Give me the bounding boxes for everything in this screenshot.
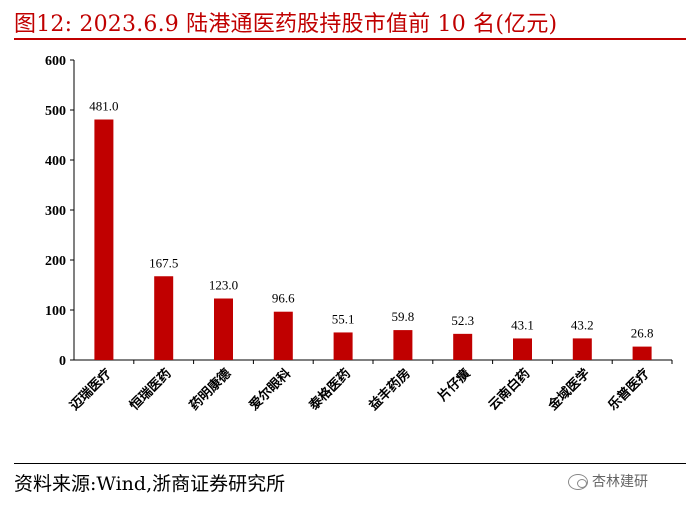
data-label: 59.8 <box>392 309 415 324</box>
data-label: 26.8 <box>631 326 654 341</box>
bar <box>572 338 592 360</box>
watermark: 杏林建研 <box>568 471 648 491</box>
y-tick-label: 400 <box>45 154 66 169</box>
y-tick-label: 500 <box>45 104 66 119</box>
source-divider <box>14 463 686 464</box>
x-tick-label: 片仔癀 <box>435 366 474 405</box>
x-tick-label: 泰格医药 <box>305 366 354 415</box>
x-tick-label: 益丰药房 <box>366 366 414 414</box>
bar <box>632 346 652 360</box>
x-tick-label: 金域医学 <box>544 366 593 415</box>
data-label: 43.2 <box>571 317 594 332</box>
title-divider <box>14 38 686 40</box>
bar <box>333 332 353 360</box>
y-tick-label: 600 <box>45 54 66 69</box>
data-label: 43.1 <box>511 317 534 332</box>
source-note: 资料来源:Wind,浙商证券研究所 <box>14 473 286 495</box>
data-label: 55.1 <box>332 311 355 326</box>
y-tick-label: 0 <box>59 354 66 369</box>
x-tick-label: 药明康德 <box>186 366 234 414</box>
watermark-text: 杏林建研 <box>592 474 648 490</box>
x-tick-labels: 迈瑞医疗 恒瑞医药 药明康德 爱尔眼科 泰格医药 益丰药房 片仔癀 云南白药 金域医学 乐普医疗 <box>67 360 673 415</box>
bars <box>94 119 652 360</box>
y-tick-label: 100 <box>45 304 66 319</box>
wechat-icon <box>568 474 588 490</box>
y-axis: 0 100 200 300 400 500 600 <box>45 54 672 369</box>
data-label: 96.6 <box>272 291 295 306</box>
x-tick-label: 迈瑞医疗 <box>67 366 115 414</box>
bar <box>94 119 114 360</box>
value-labels: 481.0 167.5 123.0 96.6 55.1 59.8 52.3 43.1 43.2 2… <box>89 99 653 341</box>
bar <box>273 311 293 360</box>
bar <box>513 338 532 360</box>
bar <box>453 333 473 360</box>
bar <box>154 276 174 360</box>
bar-chart: 0 100 200 300 400 500 600 481.0 167.5 123.0 96.6 5… <box>45 54 673 415</box>
y-tick-label: 300 <box>45 204 66 219</box>
x-tick-label: 乐普医疗 <box>605 366 653 414</box>
y-tick-label: 200 <box>45 254 66 269</box>
data-label: 481.0 <box>89 99 118 114</box>
x-tick-label: 云南白药 <box>485 366 533 414</box>
data-label: 123.0 <box>209 278 238 293</box>
data-label: 167.5 <box>149 255 178 270</box>
x-tick-label: 恒瑞医药 <box>126 366 174 414</box>
bar <box>393 330 413 360</box>
chart-title: 图12: 2023.6.9 陆港通医药股持股市值前 10 名(亿元) <box>14 12 558 37</box>
x-tick-label: 爱尔眼科 <box>246 366 294 414</box>
bar <box>214 298 233 360</box>
data-label: 52.3 <box>451 313 474 328</box>
